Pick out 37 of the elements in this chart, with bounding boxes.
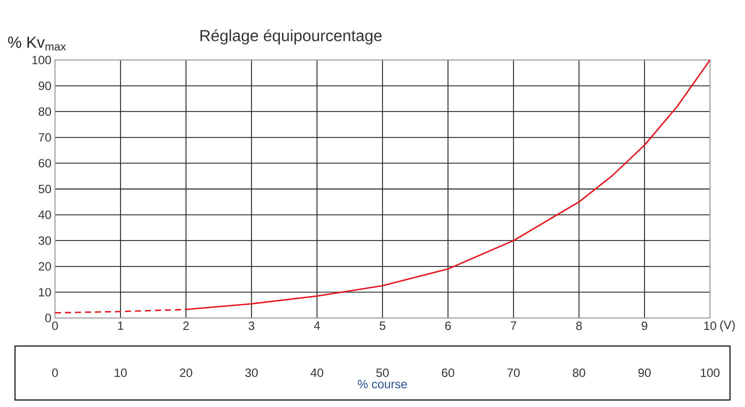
y-tick-label: 60 — [38, 158, 52, 168]
x2-tick-label: 80 — [572, 368, 586, 378]
y-tick-label: 90 — [38, 82, 52, 90]
x-tick-label: 7 — [510, 322, 516, 330]
y-tick-label: 0 — [45, 314, 52, 322]
x2-tick-label: 40 — [310, 368, 324, 378]
y-axis-title: % Kv$_{max}$ — [8, 36, 66, 50]
x-tick-label: 8 — [576, 322, 582, 330]
x2-tick-label: 30 — [245, 368, 258, 378]
y-tick-label: 40 — [38, 210, 52, 220]
x2-tick-label: 90 — [638, 368, 651, 378]
x2-axis-title: % course — [358, 380, 407, 388]
x2-tick-label: 10 — [114, 368, 127, 378]
x-tick-label: 9 — [642, 322, 648, 330]
x2-tick-label: 20 — [180, 368, 192, 378]
y-tick-label: 30 — [38, 236, 52, 245]
x-tick-label: 1 — [118, 322, 124, 330]
y-tick-label: 70 — [38, 133, 52, 142]
chart-title: Réglage équipourcentage — [200, 29, 382, 44]
y-tick-label: 80 — [38, 107, 52, 116]
x-tick-label: 5 — [380, 322, 386, 330]
x-axis-title: (V) — [720, 320, 735, 332]
x2-tick-label: 70 — [507, 368, 520, 378]
x2-tick-label: 0 — [52, 368, 58, 378]
x-tick-label: 3 — [248, 322, 254, 330]
x2-tick-label: 50 — [376, 368, 389, 378]
x-tick-label: 2 — [183, 322, 189, 330]
y-tick-label: 50 — [38, 184, 52, 194]
x-tick-label: 10 — [704, 322, 716, 330]
x-tick-label: 0 — [52, 322, 58, 330]
y-tick-label: 20 — [38, 262, 52, 271]
x-tick-label: 6 — [445, 322, 451, 330]
x2-tick-label: 100 — [700, 368, 720, 378]
y-tick-label: 100 — [32, 56, 52, 64]
x2-tick-label: 60 — [442, 368, 454, 378]
y-tick-label: 10 — [39, 288, 52, 296]
x-tick-label: 4 — [314, 322, 320, 330]
